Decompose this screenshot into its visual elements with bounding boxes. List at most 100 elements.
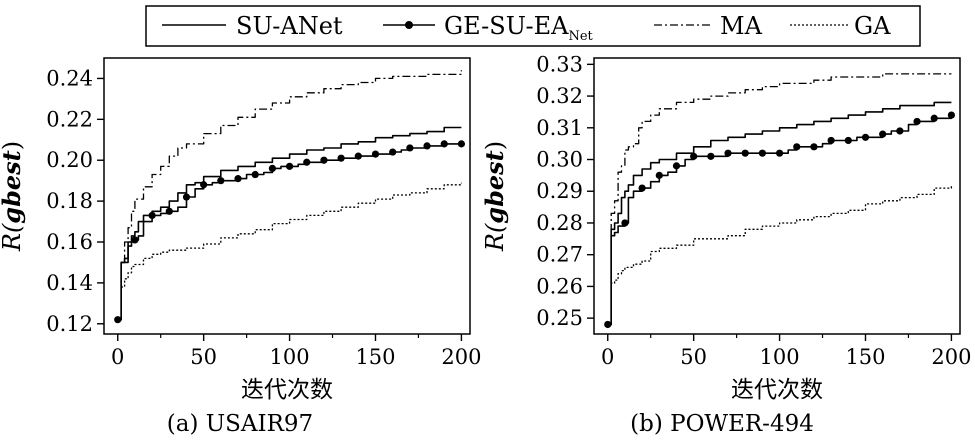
series-line-suanet	[607, 101, 952, 326]
y-axis-label-main: gbest	[480, 150, 509, 223]
y-tick-label: 0.27	[536, 243, 583, 267]
y-axis-label-suffix: )	[0, 141, 26, 150]
series-point-gesu	[879, 130, 887, 138]
x-ticks-power494: 0 50 100 150 200	[601, 334, 971, 369]
legend-item-suanet: SU-ANet	[162, 12, 343, 40]
series-line-ga	[117, 182, 463, 321]
series-group-power494	[604, 73, 956, 329]
y-axis-label-usair97: R(gbest)	[0, 141, 26, 252]
y-axis-label-main: gbest	[0, 150, 26, 223]
series-point-gesu	[741, 149, 749, 157]
series-point-gesu	[337, 154, 345, 162]
x-tick-label: 150	[845, 345, 885, 369]
y-axis-label-prefix: R(	[481, 223, 509, 252]
y-axis-label-power494: R(gbest)	[480, 141, 509, 252]
y-tick-label: 0.22	[46, 107, 93, 131]
legend-label-suanet: SU-ANet	[236, 12, 343, 40]
y-tick-label: 0.20	[46, 148, 93, 172]
series-line-gesu	[607, 115, 953, 326]
panel-power494: 0 50 100 150 200 0.25 0.26 0.27 0.28 0.29 0.30 0.3…	[480, 52, 971, 437]
legend-item-ga: GA	[790, 12, 891, 40]
plot-frame-usair97	[103, 57, 471, 335]
legend-label-gesu: GE-SU-EANet	[444, 12, 594, 44]
legend-item-gesu: GE-SU-EANet	[383, 12, 594, 44]
x-axis-label-usair97: 迭代次数	[241, 377, 333, 403]
series-point-gesu	[672, 162, 681, 170]
series-line-ma	[607, 73, 952, 326]
series-point-gesu	[371, 150, 380, 158]
series-point-gesu	[775, 149, 784, 157]
y-tick-label: 0.31	[536, 116, 583, 140]
series-group-usair97	[114, 70, 466, 324]
series-point-gesu	[457, 140, 466, 148]
series-line-suanet	[117, 126, 462, 321]
x-tick-label: 0	[111, 345, 124, 369]
series-point-gesu	[810, 143, 818, 151]
caption-power494: (b) POWER-494	[630, 411, 814, 437]
series-point-gesu	[896, 127, 904, 135]
series-point-gesu	[131, 236, 139, 244]
y-tick-label: 0.28	[536, 211, 583, 235]
series-point-gesu	[621, 219, 629, 227]
series-line-ma	[117, 70, 463, 321]
series-point-gesu	[707, 152, 715, 160]
series-point-gesu	[234, 175, 242, 183]
y-tick-label: 0.14	[46, 271, 93, 295]
series-point-gesu	[793, 143, 801, 151]
x-tick-label: 50	[190, 345, 217, 369]
y-tick-label: 0.29	[536, 179, 583, 203]
series-line-ga	[607, 184, 953, 326]
plot-frame-power494	[593, 57, 961, 335]
legend-box	[145, 5, 921, 47]
y-tick-label: 0.16	[46, 230, 93, 254]
y-ticks-usair97: 0.12 0.14 0.16 0.18 0.20 0.22 0.24	[46, 66, 104, 336]
x-tick-label: 150	[355, 345, 395, 369]
x-tick-label: 200	[441, 345, 481, 369]
series-point-gesu	[690, 152, 698, 160]
y-axis-label-suffix: )	[481, 141, 509, 150]
series-point-gesu	[200, 181, 208, 189]
series-point-gesu	[217, 177, 225, 185]
y-axis-label-prefix: R(	[0, 223, 26, 252]
caption-usair97: (a) USAIR97	[167, 411, 313, 437]
series-point-gesu	[861, 133, 870, 141]
series-point-gesu	[285, 162, 294, 170]
y-tick-label: 0.33	[536, 52, 583, 76]
series-point-gesu	[724, 149, 732, 157]
series-point-gesu	[148, 211, 156, 220]
series-point-gesu	[165, 207, 173, 215]
y-tick-label: 0.30	[536, 148, 583, 172]
y-ticks-power494: 0.25 0.26 0.27 0.28 0.29 0.30 0.31 0.32 0.33	[536, 52, 594, 330]
legend-label-gesu-sub: Net	[568, 29, 593, 44]
x-axis-label-power494: 迭代次数	[731, 377, 823, 403]
legend-label-gesu-main: GE-SU-EA	[444, 12, 569, 40]
x-tick-label: 200	[931, 345, 971, 369]
y-tick-label: 0.32	[536, 84, 583, 108]
series-point-gesu	[638, 184, 646, 192]
series-line-gesu	[117, 143, 462, 321]
series-point-gesu	[320, 156, 328, 164]
y-tick-label: 0.26	[536, 274, 583, 298]
y-tick-label: 0.25	[536, 306, 583, 330]
y-tick-label: 0.12	[46, 312, 93, 336]
legend-item-ma: MA	[654, 12, 763, 40]
panel-usair97: 0 50 100 150 200 0.12 0.14 0.16 0.18 0.20 0.22 0.2…	[0, 57, 481, 437]
x-tick-label: 50	[680, 345, 707, 369]
series-point-gesu	[182, 193, 191, 201]
legend-label-ma: MA	[720, 12, 763, 40]
y-tick-label: 0.18	[46, 189, 93, 213]
x-tick-label: 0	[601, 345, 614, 369]
x-ticks-usair97: 0 50 100 150 200	[111, 334, 481, 369]
legend-label-ga: GA	[854, 12, 891, 40]
series-point-gesu	[844, 136, 852, 145]
series-point-gesu	[406, 144, 414, 152]
series-point-gesu	[423, 142, 431, 150]
series-point-gesu	[303, 158, 311, 166]
series-point-gesu	[268, 164, 276, 172]
series-point-gesu	[827, 136, 835, 145]
legend-marker-gesu	[405, 21, 413, 29]
series-point-gesu	[913, 117, 921, 126]
series-point-gesu	[655, 171, 663, 179]
series-point-gesu	[251, 170, 259, 179]
series-point-gesu	[930, 114, 938, 122]
